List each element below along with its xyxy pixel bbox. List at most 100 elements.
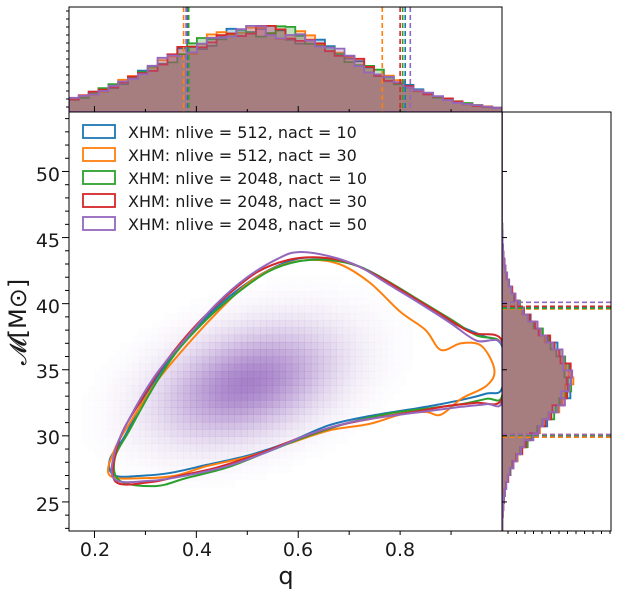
density-cell: [355, 363, 363, 372]
density-cell: [361, 385, 369, 394]
legend-label: XHM: nlive = 2048, nact = 10: [128, 169, 367, 188]
density-cell: [286, 458, 293, 466]
density-cell: [336, 327, 344, 336]
density-cell: [336, 349, 344, 357]
density-cell: [107, 407, 114, 415]
density-cell: [279, 312, 286, 321]
density-cell: [336, 305, 344, 314]
density-cell: [196, 458, 204, 466]
density-cell: [132, 356, 140, 365]
density-cell: [221, 385, 229, 394]
density-cell: [235, 466, 242, 474]
density-cell: [101, 422, 108, 430]
density-cell: [311, 284, 318, 292]
density-cell: [196, 334, 204, 343]
density-cell: [253, 327, 261, 336]
density-cell: [291, 429, 299, 437]
density-cell: [279, 378, 286, 386]
density-cell: [362, 400, 369, 408]
density-cell: [406, 327, 413, 335]
density-cell: [310, 385, 318, 394]
density-cell: [158, 443, 165, 452]
density-cell: [260, 473, 267, 481]
density-cell: [202, 349, 210, 357]
density-cell: [272, 356, 280, 365]
density-cell: [240, 298, 248, 306]
density-cell: [285, 385, 293, 394]
density-cell: [82, 400, 89, 408]
density-cell: [266, 371, 274, 379]
legend-label: XHM: nlive = 2048, nact = 50: [128, 215, 367, 234]
density-cell: [196, 356, 204, 365]
density-cell: [183, 400, 191, 408]
density-cell: [247, 443, 254, 452]
density-cell: [177, 400, 184, 408]
density-cell: [183, 327, 191, 336]
joint-panel: 0.2 0.4 0.6 0.8 25 30 35 40 45 50 q 𝓜[M⊙…: [4, 111, 503, 590]
density-cell: [400, 327, 407, 335]
density-cell: [291, 371, 299, 379]
density-cell: [170, 458, 178, 466]
density-cell: [158, 407, 165, 415]
density-cell: [94, 378, 101, 386]
density-cell: [298, 436, 305, 445]
density-cell: [209, 363, 216, 372]
density-cell: [330, 363, 337, 372]
density-cell: [266, 429, 274, 437]
density-cell: [107, 429, 114, 437]
density-cell: [94, 444, 101, 452]
density-cell: [266, 385, 274, 394]
density-cell: [336, 334, 344, 343]
density-cell: [381, 306, 388, 314]
density-cell: [279, 429, 286, 437]
density-cell: [164, 414, 172, 423]
density-cell: [304, 378, 312, 386]
density-cell: [310, 363, 318, 372]
density-cell: [279, 443, 286, 452]
density-cell: [139, 327, 146, 335]
density-cell: [240, 356, 248, 365]
density-cell: [336, 414, 344, 423]
density-cell: [356, 407, 363, 415]
density-cell: [107, 386, 114, 394]
density-cell: [107, 392, 114, 401]
density-cell: [145, 443, 153, 452]
density-cell: [387, 386, 394, 394]
density-cell: [272, 312, 280, 321]
density-cell: [279, 349, 286, 357]
density-cell: [323, 414, 331, 423]
density-cell: [342, 371, 350, 379]
density-cell: [221, 363, 229, 372]
density-cell: [189, 385, 197, 394]
density-cell: [317, 291, 324, 299]
density-cell: [139, 451, 146, 459]
mc-marginal-panel: [501, 111, 612, 534]
density-cell: [336, 356, 344, 365]
density-cell: [215, 392, 223, 401]
density-cell: [279, 334, 286, 343]
density-cell: [298, 429, 305, 437]
density-cell: [209, 429, 216, 437]
density-cell: [234, 385, 242, 394]
density-cell: [202, 451, 210, 459]
density-cell: [209, 378, 216, 386]
density-cell: [317, 277, 324, 285]
density-cell: [113, 407, 121, 415]
density-cell: [139, 378, 146, 386]
density-cell: [272, 349, 280, 357]
density-cell: [184, 313, 191, 321]
density-cell: [323, 298, 331, 306]
density-cell: [177, 436, 184, 445]
density-cell: [196, 407, 204, 415]
density-cell: [94, 407, 101, 415]
density-cell: [375, 313, 382, 321]
density-cell: [304, 407, 312, 415]
density-cell: [209, 385, 216, 394]
density-cell: [317, 341, 325, 350]
density-cell: [342, 356, 350, 365]
density-cell: [215, 385, 223, 394]
density-cell: [254, 473, 261, 481]
density-cell: [361, 327, 369, 336]
density-cell: [311, 444, 318, 452]
density-cell: [234, 436, 242, 445]
